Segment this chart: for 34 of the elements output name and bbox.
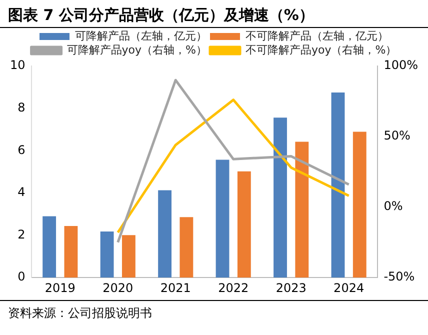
bar — [237, 171, 251, 278]
y2-tick-label: 0% — [384, 199, 403, 214]
x-tick-label: 2023 — [276, 280, 306, 295]
bar — [64, 226, 78, 278]
x-tick-label: 2022 — [218, 280, 249, 295]
text: 资料来源：公司招股说明书 — [0, 300, 428, 326]
bar — [42, 216, 56, 278]
y-tick-label: 4 — [18, 185, 26, 200]
legend-label: 可降解产品（左轴，亿元） — [75, 29, 207, 42]
bar — [295, 142, 309, 278]
y2-tick-label: 100% — [384, 58, 418, 72]
chart-title: 图表 7 公司分产品营收（亿元）及增速（%） — [0, 0, 428, 28]
y-tick-label: 2 — [18, 227, 26, 242]
y-tick-label: 0 — [18, 270, 26, 284]
bar — [100, 231, 114, 278]
y2-tick-label: 50% — [384, 128, 410, 143]
x-tick-label: 2021 — [160, 280, 191, 295]
bar — [352, 132, 366, 278]
y2-tick-label: -50% — [384, 270, 415, 284]
y-tick-label: 10 — [10, 58, 26, 72]
y-tick-label: 8 — [18, 100, 26, 114]
bar — [216, 160, 230, 278]
x-tick-label: 2019 — [44, 280, 76, 295]
legend-label: 可降解产品yoy（右轴，%） — [66, 43, 207, 56]
bar — [122, 235, 136, 278]
legend-label: 不可降解产品yoy（右轴，%） — [246, 43, 397, 56]
y-tick-label: 6 — [18, 142, 26, 157]
bar — [331, 92, 345, 278]
bar — [274, 118, 287, 278]
x-tick-label: 2020 — [102, 280, 134, 295]
x-tick-label: 2024 — [334, 280, 364, 295]
bar — [158, 190, 172, 278]
bar — [180, 217, 194, 278]
legend-label: 不可降解产品（左轴，亿元） — [246, 29, 388, 42]
